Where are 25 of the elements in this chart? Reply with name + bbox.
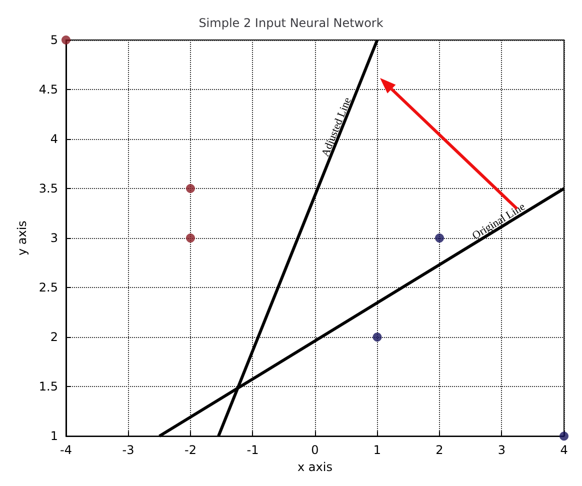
chart-title: Simple 2 Input Neural Network bbox=[198, 16, 384, 30]
x-tick-label: 2 bbox=[436, 443, 444, 458]
y-tick-label: 4.5 bbox=[38, 82, 58, 97]
y-tick-label: 5 bbox=[50, 33, 58, 47]
x-tick-label: 3 bbox=[498, 443, 506, 458]
x-tick-label: 1 bbox=[373, 443, 382, 458]
y-tick-label: 4 bbox=[50, 132, 58, 146]
x-tick-label: 4 bbox=[560, 443, 568, 458]
point bbox=[186, 184, 195, 194]
y-tick-label: 3 bbox=[50, 231, 58, 246]
y-tick-label: 2.5 bbox=[38, 280, 58, 295]
x-tick-label: -3 bbox=[122, 443, 134, 458]
y-tick-label: 1.5 bbox=[38, 380, 58, 394]
x-tick-label: -2 bbox=[184, 443, 196, 458]
y-tick-label: 2 bbox=[50, 330, 58, 344]
y-tick-label: 1 bbox=[50, 429, 58, 444]
y-tick-label: 3.5 bbox=[38, 182, 58, 196]
x-tick-label: -1 bbox=[246, 443, 259, 458]
y-axis-title: y axis bbox=[15, 220, 29, 256]
point bbox=[372, 332, 382, 342]
x-tick-label: 0 bbox=[311, 443, 319, 458]
point bbox=[186, 234, 195, 243]
point bbox=[435, 234, 444, 243]
x-axis-title: x axis bbox=[298, 460, 332, 474]
x-tick-label: -4 bbox=[60, 443, 72, 458]
